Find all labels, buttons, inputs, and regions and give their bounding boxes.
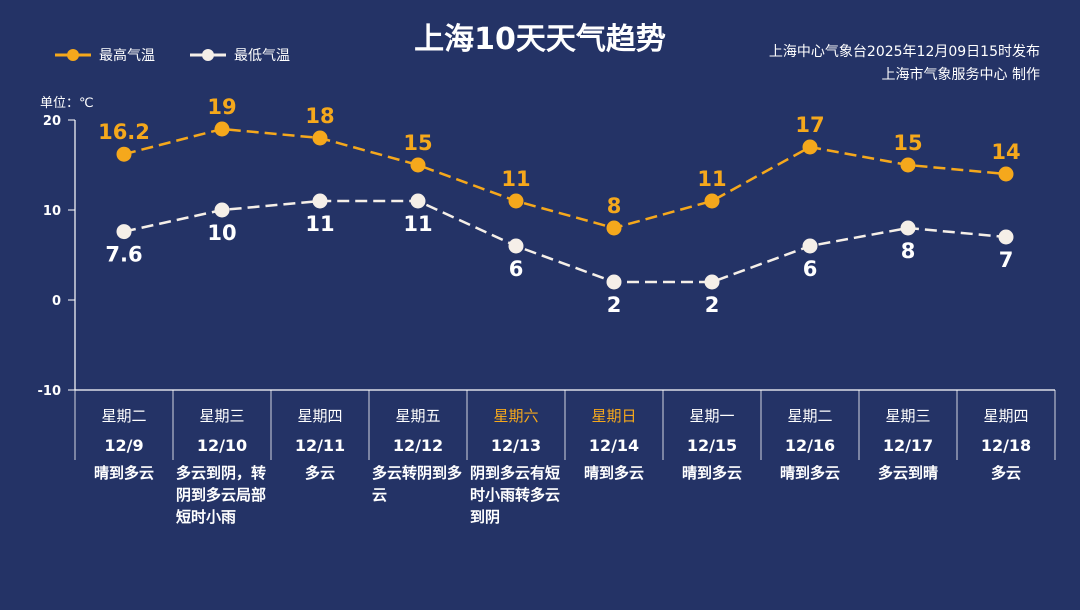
- date-label: 12/15: [687, 436, 737, 455]
- source-producer: 上海市气象服务中心 制作: [881, 67, 1040, 83]
- high-temp-label: 19: [207, 95, 236, 119]
- high-temp-label: 18: [305, 104, 334, 128]
- high-temp-point: [704, 193, 720, 209]
- date-label: 12/14: [589, 436, 639, 455]
- low-temp-label: 2: [607, 293, 622, 317]
- weekday-label: 星期二: [787, 407, 832, 425]
- low-temp-point: [508, 238, 524, 254]
- high-temp-label: 11: [697, 167, 726, 191]
- high-temp-point: [116, 146, 132, 162]
- chart-title: 上海10天天气趋势: [414, 22, 666, 57]
- high-temp-label: 15: [893, 131, 922, 155]
- low-temp-label: 11: [305, 212, 334, 236]
- weather-description: 多云: [304, 464, 335, 482]
- weather-description: 晴到多云: [93, 464, 154, 482]
- low-temp-label: 11: [403, 212, 432, 236]
- weather-description: 晴到多云: [583, 464, 644, 482]
- date-label: 12/17: [883, 436, 933, 455]
- weather-description: 多云: [990, 464, 1021, 482]
- low-temp-label: 2: [705, 293, 720, 317]
- weather-description: 多云到晴: [877, 464, 938, 482]
- date-label: 12/12: [393, 436, 443, 455]
- date-label: 12/16: [785, 436, 835, 455]
- weekday-label: 星期日: [591, 407, 636, 425]
- weekday-label: 星期三: [199, 407, 244, 425]
- low-temp-label: 8: [901, 239, 916, 263]
- high-temp-point: [214, 121, 230, 137]
- low-temp-point: [900, 220, 916, 236]
- low-temp-label: 6: [509, 257, 524, 281]
- weekday-label: 星期三: [885, 407, 930, 425]
- high-temp-point: [606, 220, 622, 236]
- legend-high: 最高气温: [55, 45, 155, 65]
- low-temp-point: [998, 229, 1014, 245]
- low-temp-label: 6: [803, 257, 818, 281]
- date-label: 12/10: [197, 436, 247, 455]
- low-temp-point: [312, 193, 328, 209]
- low-temp-label: 7.6: [105, 243, 142, 267]
- low-temp-line: [123, 199, 1007, 284]
- high-temp-point: [802, 139, 818, 155]
- weather-description: 晴到多云: [681, 464, 742, 482]
- high-temp-point: [508, 193, 524, 209]
- high-temp-label: 11: [501, 167, 530, 191]
- weather-description: 阴到多云有短时小雨转多云到阴: [470, 464, 561, 526]
- date-label: 12/13: [491, 436, 541, 455]
- high-temp-point: [998, 166, 1014, 182]
- weather-description: 多云到阴，转阴到多云局部短时小雨: [176, 464, 267, 526]
- legend-high-label: 最高气温: [99, 48, 155, 64]
- low-temp-point: [116, 224, 132, 240]
- date-label: 12/9: [104, 436, 143, 455]
- low-temp-point: [214, 202, 230, 218]
- low-temp-point: [410, 193, 426, 209]
- y-tick-label: 10: [43, 204, 61, 219]
- legend-low: 最低气温: [190, 45, 290, 65]
- low-temp-point: [802, 238, 818, 254]
- source-issue: 上海中心气象台2025年12月09日15时发布: [768, 44, 1040, 60]
- weekday-label: 星期二: [101, 407, 146, 425]
- weekday-label: 星期六: [493, 407, 538, 425]
- weather-description: 晴到多云: [779, 464, 840, 482]
- high-temp-point: [410, 157, 426, 173]
- date-label: 12/11: [295, 436, 345, 455]
- y-axis-unit: 单位：℃: [40, 96, 94, 111]
- weather-description: 多云转阴到多云: [372, 464, 463, 504]
- high-temp-point: [900, 157, 916, 173]
- y-tick-label: 0: [52, 294, 61, 309]
- y-tick-label: 20: [43, 114, 61, 129]
- low-temp-point: [606, 274, 622, 290]
- low-temp-label: 10: [207, 221, 236, 245]
- legend-low-label: 最低气温: [234, 48, 290, 64]
- high-temp-label: 17: [795, 113, 824, 137]
- high-temp-label: 14: [991, 140, 1020, 164]
- low-temp-label: 7: [999, 248, 1014, 272]
- high-temp-label: 8: [607, 194, 622, 218]
- low-temp-point: [704, 274, 720, 290]
- y-tick-label: -10: [38, 384, 62, 399]
- high-temp-label: 16.2: [98, 120, 150, 144]
- weekday-label: 星期四: [297, 407, 342, 425]
- high-temp-label: 15: [403, 131, 432, 155]
- date-label: 12/18: [981, 436, 1031, 455]
- weekday-label: 星期一: [689, 407, 734, 425]
- high-temp-point: [312, 130, 328, 146]
- weekday-label: 星期四: [983, 407, 1028, 425]
- weekday-label: 星期五: [395, 407, 440, 425]
- high-temp-line: [123, 127, 1007, 230]
